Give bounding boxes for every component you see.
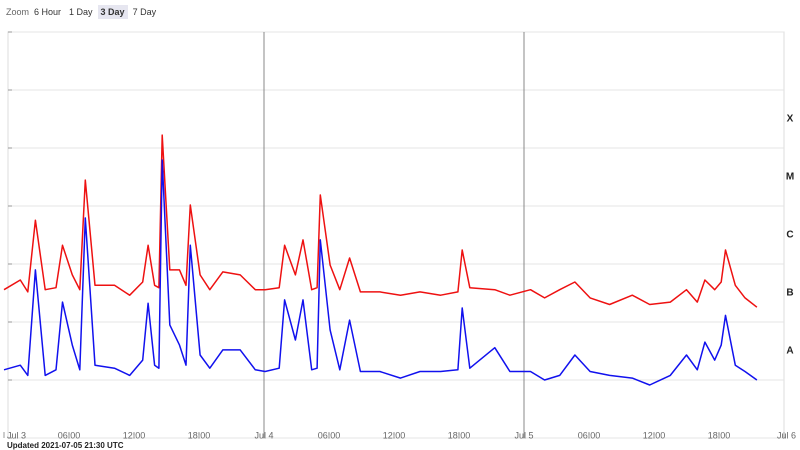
x-tick-label: Jul 5	[514, 430, 533, 440]
x-tick-label: 18:00	[708, 430, 731, 440]
zoom-button[interactable]: 3 Day	[97, 5, 128, 19]
flux-line	[3, 159, 758, 386]
zoom-button[interactable]: 1 Day	[69, 7, 93, 17]
chart: Jul 3 06:00 12:00 18:00 Jul 4 06:00 12:00 18:00…	[3, 31, 796, 440]
x-tick-label: 12:00	[383, 430, 406, 440]
x-tick-label: 18:00	[448, 430, 471, 440]
x-tick-label: 12:00	[643, 430, 666, 440]
flare-class-label: C	[786, 230, 793, 241]
x-tick-label: 12:00	[123, 430, 146, 440]
x-tick-label: Jul 6	[777, 430, 796, 440]
x-tick-label: 06:00	[58, 430, 81, 440]
x-tick-label: 06:00	[318, 430, 341, 440]
flux-line	[3, 134, 758, 308]
zoom-label: Zoom	[6, 7, 30, 17]
zoom-button[interactable]: 7 Day	[132, 7, 157, 17]
x-tick-label: Jul 4	[254, 430, 273, 440]
updated-note: Updated 2021-07-05 21:30 UTC	[7, 441, 124, 450]
x-tick-label: 18:00	[188, 430, 211, 440]
zoom-button[interactable]: 6 Hour	[34, 7, 62, 17]
flare-class-label: B	[786, 288, 793, 299]
flare-class-label: X	[787, 114, 794, 125]
x-tick-label: Jul 3	[7, 430, 26, 440]
zoom-bar: Zoom 6 Hour 1 Day 3 Day 7 Day	[6, 5, 159, 19]
flare-class-label: M	[786, 172, 794, 183]
x-tick-label: 06:00	[578, 430, 601, 440]
flare-class-label: A	[786, 346, 793, 357]
